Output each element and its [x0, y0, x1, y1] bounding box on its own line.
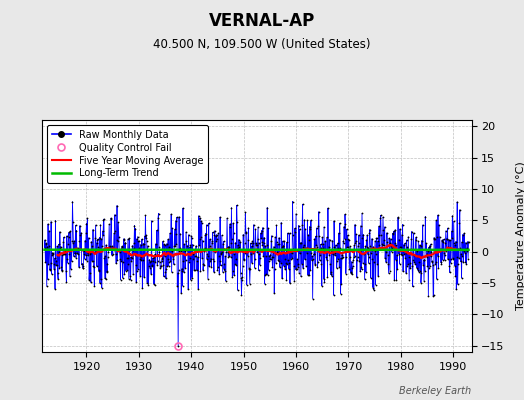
Text: VERNAL-AP: VERNAL-AP [209, 12, 315, 30]
Text: 40.500 N, 109.500 W (United States): 40.500 N, 109.500 W (United States) [153, 38, 371, 51]
Legend: Raw Monthly Data, Quality Control Fail, Five Year Moving Average, Long-Term Tren: Raw Monthly Data, Quality Control Fail, … [47, 125, 208, 183]
Y-axis label: Temperature Anomaly (°C): Temperature Anomaly (°C) [516, 162, 524, 310]
Text: Berkeley Earth: Berkeley Earth [399, 386, 472, 396]
